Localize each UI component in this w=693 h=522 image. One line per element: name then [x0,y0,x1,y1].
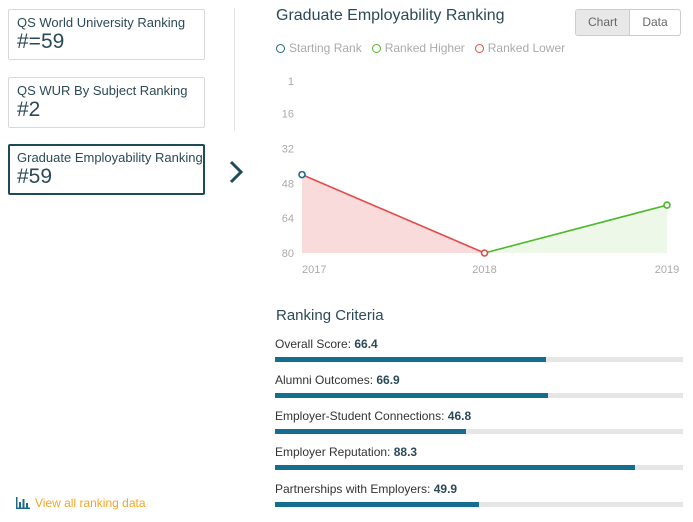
criteria-bar-track [275,429,683,434]
chart-tab[interactable]: Chart [576,10,631,35]
chevron-right-icon[interactable] [226,159,246,185]
criteria-bar-track [275,502,683,507]
criteria-score: 88.3 [393,445,418,459]
y-tick-label: 48 [282,178,294,190]
y-tick-label: 64 [282,213,294,225]
ranking-card-label: QS World University Ranking [17,15,186,30]
criteria-item: Overall Score: 66.4 [275,337,683,362]
x-tick-label: 2019 [655,264,679,276]
y-tick-label: 16 [282,109,294,121]
criteria-label: Employer-Student Connections: 46.8 [275,409,472,423]
criteria-label: Partnerships with Employers: 49.9 [275,482,458,496]
legend-item-higher[interactable]: Ranked Higher [371,41,465,55]
ranking-card-value: #=59 [17,30,65,53]
legend-item-lower[interactable]: Ranked Lower [474,41,566,55]
criteria-item: Employer-Student Connections: 46.8 [275,409,683,434]
criteria-bar-fill [275,429,466,434]
series-line [484,204,668,254]
data-point [480,249,489,257]
y-tick-label: 1 [288,76,294,88]
view-all-label: View all ranking data [35,496,146,510]
divider [234,8,235,131]
ranking-card-label: Graduate Employability Ranking [17,150,203,165]
legend-label: Ranked Lower [487,41,566,55]
criteria-item: Alumni Outcomes: 66.9 [275,373,683,398]
criteria-label: Alumni Outcomes: 66.9 [275,373,400,387]
legend-marker [371,43,381,53]
criteria-score: 66.4 [354,337,378,351]
criteria-title: Ranking Criteria [276,307,384,324]
criteria-bar-track [275,465,683,470]
criteria-bar-track [275,393,683,398]
chart-title: Graduate Employability Ranking [276,7,505,24]
data-point [663,201,671,209]
legend-marker [474,43,484,53]
criteria-label: Overall Score: 66.4 [275,337,378,351]
criteria-bar-track [275,357,683,362]
data-tab[interactable]: Data [642,15,668,29]
legend-label: Starting Rank [289,41,362,55]
ranking-card-world[interactable]: QS World University Ranking #=59 [8,9,205,60]
criteria-score: 66.9 [376,373,400,387]
view-toggle: Chart Data [575,9,681,36]
data-point [298,170,306,179]
x-tick-label: 2017 [302,264,326,276]
ranking-card-value: #59 [17,165,53,188]
chart-legend: Starting Rank Ranked Higher Ranked Lower [276,41,565,55]
y-tick-label: 80 [282,248,294,260]
legend-marker [276,43,285,53]
criteria-score: 46.8 [447,409,472,423]
bar-chart-icon [16,497,30,509]
legend-item-starting[interactable]: Starting Rank [276,41,362,55]
criteria-item: Employer Reputation: 88.3 [275,445,683,470]
criteria-bar-fill [275,357,546,362]
y-tick-label: 32 [282,143,294,155]
ranking-card-label: QS WUR By Subject Ranking [17,83,188,98]
criteria-item: Partnerships with Employers: 49.9 [275,482,683,507]
criteria-bar-fill [275,465,636,470]
ranking-card-subject[interactable]: QS WUR By Subject Ranking #2 [8,77,205,128]
ranking-card-employability[interactable]: Graduate Employability Ranking #59 [8,144,205,195]
series-line [301,173,485,254]
view-all-link[interactable]: View all ranking data [16,496,146,510]
legend-label: Ranked Higher [384,41,465,55]
criteria-bar-fill [275,393,548,398]
criteria-bar-fill [275,502,479,507]
rank-chart: 1 16 32 48 64 80 2017 2018 2019 [282,76,679,276]
criteria-label: Employer Reputation: 88.3 [275,445,418,459]
x-tick-label: 2018 [472,264,496,276]
ranking-card-value: #2 [17,98,41,121]
criteria-score: 49.9 [433,482,458,496]
